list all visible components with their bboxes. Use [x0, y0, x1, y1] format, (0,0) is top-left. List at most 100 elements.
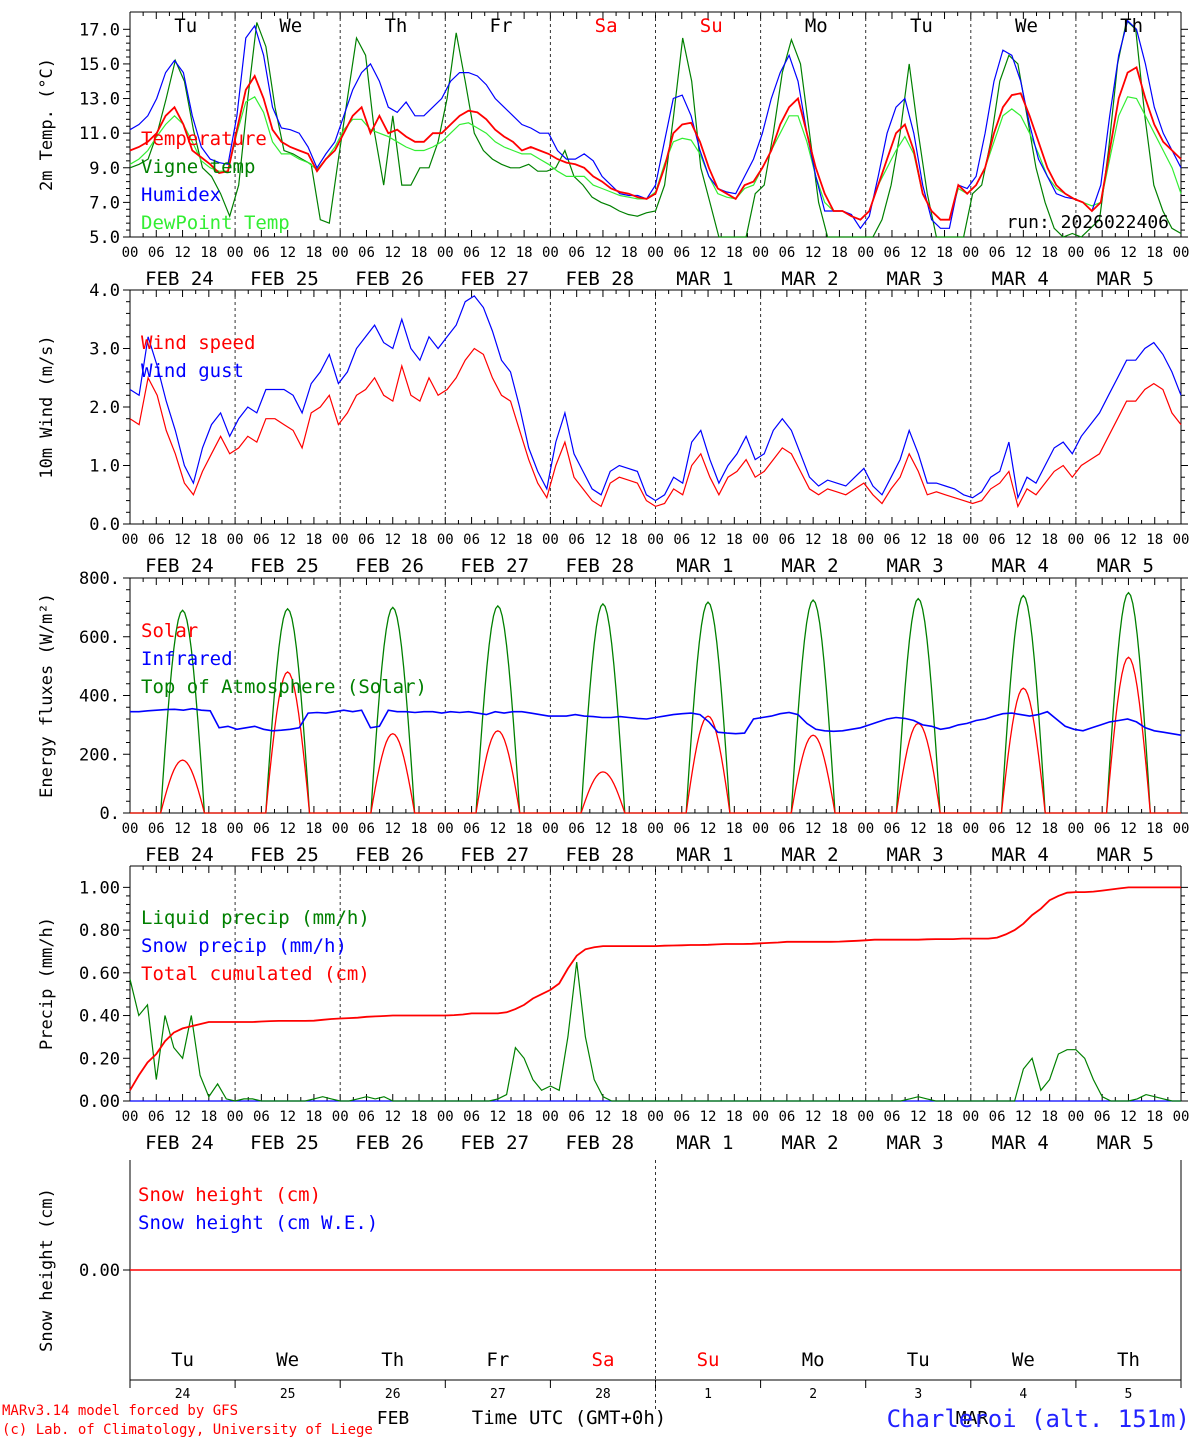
- weekday-label-bottom: We: [1012, 1349, 1035, 1371]
- energy-date-label: FEB 28: [565, 844, 634, 866]
- energy-y-tick-label: 0.: [100, 804, 120, 824]
- wind-hour-label: 00: [332, 532, 349, 548]
- precip-date-label: FEB 26: [355, 1132, 424, 1154]
- energy-hour-label: 12: [384, 821, 401, 837]
- wind-hour-label: 00: [1173, 532, 1190, 548]
- temp-hour-label: 12: [1120, 245, 1137, 261]
- temp-y-tick-label: 9.0: [89, 159, 120, 179]
- temp-date-label: MAR 1: [676, 268, 733, 290]
- wind-y-tick-label: 1.0: [89, 457, 120, 477]
- wind-hour-label: 00: [227, 532, 244, 548]
- wind-hour-label: 00: [542, 532, 559, 548]
- precip-hour-label: 12: [279, 1109, 296, 1125]
- temp-y-axis-label: 2m Temp. (°C): [37, 58, 57, 191]
- energy-hour-label: 12: [805, 821, 822, 837]
- precip-hour-label: 12: [489, 1109, 506, 1125]
- temp-hour-label: 12: [489, 245, 506, 261]
- temp-y-tick-label: 15.0: [79, 55, 120, 75]
- temp-hour-label: 18: [200, 245, 217, 261]
- energy-hour-label: 06: [568, 821, 585, 837]
- wind-hour-label: 00: [437, 532, 454, 548]
- weekday-label-top: Fr: [490, 15, 513, 37]
- precip-hour-label: 12: [1120, 1109, 1137, 1125]
- month-label-mar: MAR: [956, 1408, 989, 1429]
- precip-y-tick-label: 0.20: [79, 1049, 120, 1069]
- precip-hour-label: 06: [463, 1109, 480, 1125]
- energy-hour-label: 12: [279, 821, 296, 837]
- wind-hour-label: 18: [200, 532, 217, 548]
- day-number-label: 1: [704, 1387, 712, 1402]
- weekday-label-bottom: Tu: [907, 1349, 930, 1371]
- precip-hour-label: 12: [384, 1109, 401, 1125]
- energy-hour-label: 00: [332, 821, 349, 837]
- energy-hour-label: 00: [1173, 821, 1190, 837]
- energy-hour-label: 12: [489, 821, 506, 837]
- wind-y-tick-label: 0.0: [89, 515, 120, 535]
- energy-legend-entry: Infrared: [141, 648, 233, 670]
- wind-y-tick-label: 4.0: [89, 281, 120, 301]
- wind-date-label: FEB 25: [250, 555, 319, 577]
- temp-hour-label: 18: [1146, 245, 1163, 261]
- precip-hour-label: 12: [1015, 1109, 1032, 1125]
- energy-date-label: FEB 26: [355, 844, 424, 866]
- energy-hour-label: 06: [673, 821, 690, 837]
- wind-hour-label: 18: [1146, 532, 1163, 548]
- precip-hour-label: 06: [778, 1109, 795, 1125]
- precip-hour-label: 06: [358, 1109, 375, 1125]
- wind-hour-label: 12: [910, 532, 927, 548]
- wind-hour-label: 12: [700, 532, 717, 548]
- temp-date-label: MAR 3: [886, 268, 943, 290]
- wind-hour-label: 06: [253, 532, 270, 548]
- precip-date-label: MAR 4: [992, 1132, 1049, 1154]
- temp-hour-label: 06: [253, 245, 270, 261]
- energy-hour-label: 18: [831, 821, 848, 837]
- energy-date-label: FEB 24: [145, 844, 214, 866]
- day-number-label: 26: [385, 1387, 401, 1402]
- wind-hour-label: 18: [726, 532, 743, 548]
- precip-hour-label: 18: [831, 1109, 848, 1125]
- temp-y-tick-label: 17.0: [79, 20, 120, 40]
- precip-hour-label: 18: [200, 1109, 217, 1125]
- wind-hour-label: 12: [805, 532, 822, 548]
- precip-hour-label: 18: [411, 1109, 428, 1125]
- temp-hour-label: 06: [778, 245, 795, 261]
- wind-hour-label: 18: [516, 532, 533, 548]
- weekday-label-top: We: [1015, 15, 1038, 37]
- precip-y-axis-label: Precip (mm/h): [37, 917, 57, 1050]
- energy-legend-entry: Top of Atmosphere (Solar): [141, 676, 427, 698]
- precip-y-tick-label: 0.80: [79, 921, 120, 941]
- precip-legend-entry: Total cumulated (cm): [141, 963, 370, 985]
- energy-legend-entry: Solar: [141, 620, 198, 642]
- weekday-label-bottom: Sa: [592, 1349, 615, 1371]
- precip-hour-label: 12: [700, 1109, 717, 1125]
- wind-date-label: MAR 1: [676, 555, 733, 577]
- energy-hour-label: 00: [962, 821, 979, 837]
- temp-hour-label: 06: [673, 245, 690, 261]
- temp-hour-label: 18: [1041, 245, 1058, 261]
- wind-date-label: MAR 4: [992, 555, 1049, 577]
- energy-hour-label: 18: [305, 821, 322, 837]
- wind-hour-label: 12: [489, 532, 506, 548]
- temp-date-label: MAR 2: [781, 268, 838, 290]
- energy-hour-label: 18: [1146, 821, 1163, 837]
- temp-hour-label: 00: [857, 245, 874, 261]
- temp-hour-label: 06: [1094, 245, 1111, 261]
- wind-hour-label: 06: [673, 532, 690, 548]
- energy-y-tick-label: 600.: [79, 628, 120, 648]
- snow-legend-entry: Snow height (cm): [138, 1184, 321, 1206]
- energy-y-tick-label: 800.: [79, 569, 120, 589]
- weekday-label-top: We: [279, 15, 302, 37]
- temp-hour-label: 00: [437, 245, 454, 261]
- temp-legend-entry: DewPoint Temp: [141, 212, 290, 234]
- precip-hour-label: 00: [857, 1109, 874, 1125]
- energy-hour-label: 00: [1067, 821, 1084, 837]
- precip-hour-label: 18: [1041, 1109, 1058, 1125]
- wind-hour-label: 12: [1015, 532, 1032, 548]
- wind-hour-label: 06: [358, 532, 375, 548]
- energy-y-axis-label: Energy fluxes (W/m²): [37, 593, 57, 798]
- temp-date-label: FEB 24: [145, 268, 214, 290]
- energy-hour-label: 06: [778, 821, 795, 837]
- precip-legend-entry: Snow precip (mm/h): [141, 935, 347, 957]
- precip-hour-label: 00: [437, 1109, 454, 1125]
- precip-y-tick-label: 1.00: [79, 878, 120, 898]
